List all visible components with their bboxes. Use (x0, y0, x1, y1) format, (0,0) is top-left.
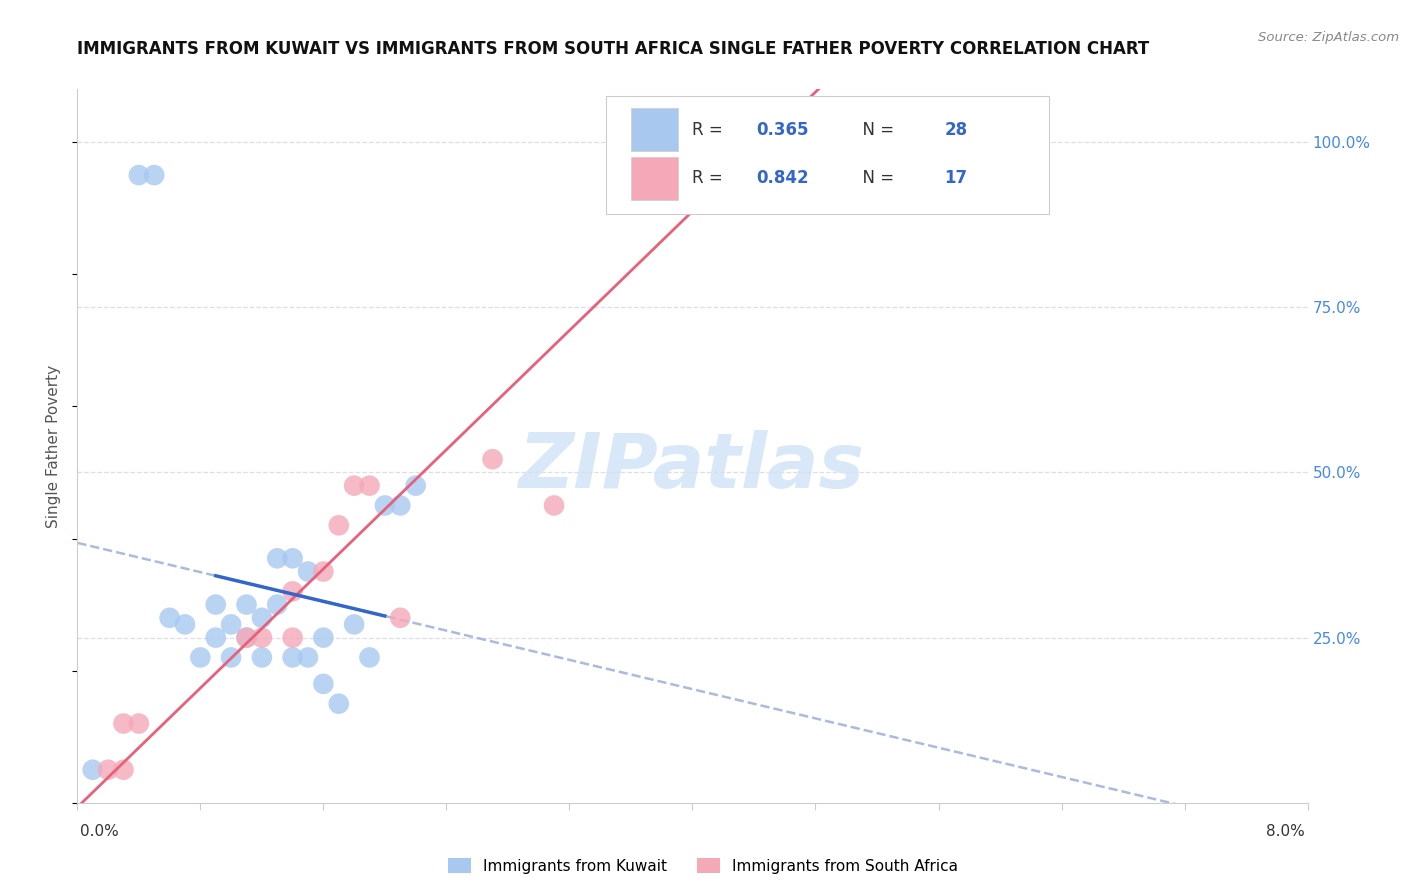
Text: 28: 28 (945, 121, 967, 139)
Point (281, 650, 304, 665)
Point (328, 518, 350, 533)
FancyBboxPatch shape (631, 157, 678, 200)
Point (405, 478, 427, 492)
Text: 0.0%: 0.0% (80, 824, 120, 838)
Point (297, 650, 319, 665)
Point (481, 452, 503, 467)
Point (219, 650, 242, 665)
Point (143, 168, 166, 182)
Point (620, 142, 643, 156)
Point (312, 677, 335, 691)
FancyBboxPatch shape (606, 96, 1049, 214)
Text: ZIPatlas: ZIPatlas (519, 431, 866, 504)
Point (204, 631, 226, 645)
Point (82, 763, 104, 777)
Text: N =: N = (852, 121, 900, 139)
Point (328, 697, 350, 711)
Point (281, 551, 304, 566)
Point (543, 499, 565, 513)
Text: Source: ZipAtlas.com: Source: ZipAtlas.com (1258, 31, 1399, 45)
Point (266, 551, 288, 566)
Point (389, 611, 412, 625)
Text: N =: N = (852, 169, 900, 187)
Point (297, 565, 319, 579)
Text: 0.365: 0.365 (756, 121, 808, 139)
Point (312, 631, 335, 645)
Point (250, 631, 273, 645)
FancyBboxPatch shape (631, 109, 678, 152)
Point (128, 168, 150, 182)
Text: 8.0%: 8.0% (1265, 824, 1305, 838)
Point (359, 478, 381, 492)
Point (235, 631, 257, 645)
Point (266, 598, 288, 612)
Text: 17: 17 (945, 169, 967, 187)
Text: R =: R = (693, 121, 728, 139)
Point (312, 565, 335, 579)
Point (174, 617, 197, 632)
Point (235, 598, 257, 612)
Point (250, 650, 273, 665)
Point (159, 611, 181, 625)
Point (128, 716, 150, 731)
Point (112, 763, 135, 777)
Y-axis label: Single Father Poverty: Single Father Poverty (46, 365, 62, 527)
Point (343, 617, 366, 632)
Text: R =: R = (693, 169, 728, 187)
Point (281, 631, 304, 645)
Point (359, 650, 381, 665)
Point (281, 584, 304, 599)
Point (250, 611, 273, 625)
Point (219, 617, 242, 632)
Point (343, 478, 366, 492)
Point (112, 716, 135, 731)
Point (682, 135, 704, 149)
Point (389, 499, 412, 513)
Point (190, 650, 212, 665)
Text: 0.842: 0.842 (756, 169, 808, 187)
Point (235, 631, 257, 645)
Point (374, 499, 396, 513)
Point (204, 598, 226, 612)
Point (97, 763, 120, 777)
Legend: Immigrants from Kuwait, Immigrants from South Africa: Immigrants from Kuwait, Immigrants from … (441, 852, 965, 880)
Text: IMMIGRANTS FROM KUWAIT VS IMMIGRANTS FROM SOUTH AFRICA SINGLE FATHER POVERTY COR: IMMIGRANTS FROM KUWAIT VS IMMIGRANTS FRO… (77, 40, 1150, 58)
